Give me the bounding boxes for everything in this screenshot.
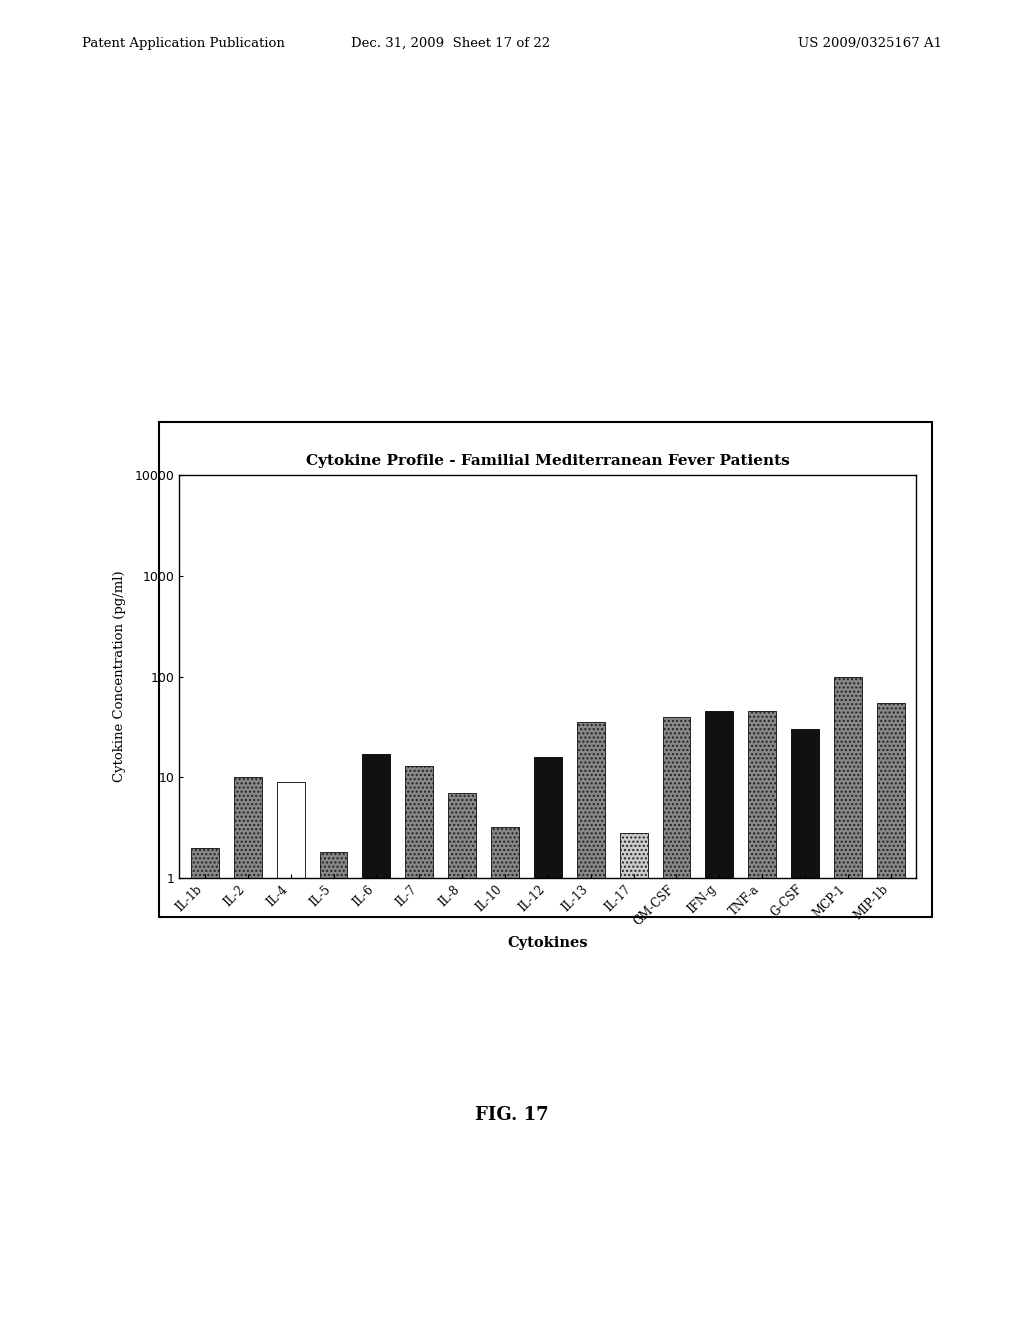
Bar: [406, 766, 433, 1320]
Title: Cytokine Profile - Familial Mediterranean Fever Patients: Cytokine Profile - Familial Mediterranea…: [306, 454, 790, 469]
Bar: [706, 711, 733, 1320]
Bar: [319, 853, 347, 1320]
Bar: [534, 756, 562, 1320]
Bar: [877, 702, 904, 1320]
Bar: [362, 754, 390, 1320]
X-axis label: Cytokines: Cytokines: [508, 936, 588, 950]
Bar: [749, 711, 776, 1320]
Bar: [233, 777, 262, 1320]
Bar: [834, 676, 862, 1320]
Bar: [449, 793, 476, 1320]
Text: FIG. 17: FIG. 17: [475, 1106, 549, 1125]
Bar: [620, 833, 647, 1320]
Bar: [492, 826, 519, 1320]
Text: Patent Application Publication: Patent Application Publication: [82, 37, 285, 50]
Bar: [191, 847, 219, 1320]
Bar: [663, 717, 690, 1320]
Text: Dec. 31, 2009  Sheet 17 of 22: Dec. 31, 2009 Sheet 17 of 22: [351, 37, 550, 50]
Bar: [792, 729, 819, 1320]
Y-axis label: Cytokine Concentration (pg/ml): Cytokine Concentration (pg/ml): [113, 570, 126, 783]
Text: US 2009/0325167 A1: US 2009/0325167 A1: [798, 37, 942, 50]
Bar: [276, 781, 304, 1320]
Bar: [577, 722, 604, 1320]
